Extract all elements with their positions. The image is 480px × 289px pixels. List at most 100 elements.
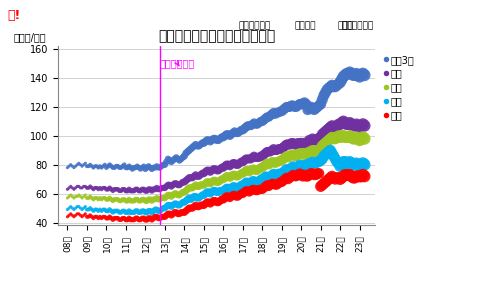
Point xyxy=(355,74,363,79)
Point xyxy=(123,210,131,215)
Point xyxy=(146,187,154,192)
Text: 円の大きさは: 円の大きさは xyxy=(238,21,270,30)
Point xyxy=(256,165,264,170)
Point xyxy=(153,214,160,219)
Point xyxy=(192,183,199,187)
Point xyxy=(310,161,317,166)
Point xyxy=(273,110,280,115)
Point xyxy=(279,178,287,183)
Point xyxy=(187,197,194,202)
Point xyxy=(143,210,151,215)
Point xyxy=(224,132,231,137)
Point xyxy=(154,216,162,221)
Point xyxy=(235,161,243,166)
Point xyxy=(91,207,99,212)
Point xyxy=(254,121,262,125)
Point xyxy=(253,155,261,160)
Text: アベノミクス: アベノミクス xyxy=(160,59,195,68)
Point xyxy=(164,203,171,208)
Point xyxy=(67,204,74,209)
Point xyxy=(146,197,154,202)
Point xyxy=(214,200,222,205)
Point xyxy=(329,84,337,89)
Point xyxy=(190,184,197,189)
Point xyxy=(276,180,283,184)
Point xyxy=(267,160,275,164)
Point xyxy=(269,147,277,151)
Point xyxy=(241,188,249,193)
Point xyxy=(112,164,120,168)
Point xyxy=(312,149,319,154)
Point xyxy=(211,136,218,141)
Point xyxy=(185,206,192,210)
Point xyxy=(73,194,81,199)
Point xyxy=(81,193,89,197)
Point xyxy=(329,136,337,141)
Point xyxy=(63,165,71,170)
Point xyxy=(140,209,147,213)
Point xyxy=(102,216,110,221)
Point xyxy=(123,188,131,193)
Point xyxy=(190,174,197,179)
Point xyxy=(122,188,130,193)
Point xyxy=(261,162,269,167)
Point xyxy=(128,217,136,222)
Point xyxy=(109,165,117,170)
Point xyxy=(200,193,207,197)
Point xyxy=(164,212,171,216)
Point xyxy=(101,196,108,200)
Point xyxy=(159,196,167,200)
Point xyxy=(234,194,241,199)
Point xyxy=(280,177,288,181)
Point xyxy=(167,194,175,199)
Point xyxy=(190,204,197,209)
Point xyxy=(130,217,138,222)
Point xyxy=(182,188,190,193)
Point xyxy=(303,164,311,168)
Point xyxy=(253,168,261,173)
Point xyxy=(327,135,335,140)
Point xyxy=(248,167,256,171)
Point xyxy=(192,173,199,177)
Point xyxy=(175,158,183,163)
Point xyxy=(357,136,364,141)
Point xyxy=(106,196,113,200)
Point xyxy=(226,134,233,138)
Point xyxy=(208,138,216,142)
Point xyxy=(219,177,227,181)
Point xyxy=(352,71,360,76)
Point xyxy=(264,175,272,180)
Point xyxy=(170,210,178,215)
Point xyxy=(208,168,216,173)
Point xyxy=(133,209,141,213)
Point xyxy=(185,148,192,153)
Point xyxy=(323,87,330,92)
Point xyxy=(340,135,348,140)
Point xyxy=(136,199,144,203)
Point xyxy=(312,161,319,166)
Point xyxy=(227,132,235,137)
Point xyxy=(274,110,282,115)
Point xyxy=(339,134,347,138)
Point xyxy=(166,183,173,187)
Point xyxy=(227,194,235,199)
Point xyxy=(284,142,291,147)
Point xyxy=(114,209,121,213)
Text: 円の大きさは: 円の大きさは xyxy=(341,21,373,30)
Point xyxy=(128,188,136,193)
Point xyxy=(175,212,183,216)
Point xyxy=(188,186,196,190)
Point xyxy=(122,199,130,203)
Point xyxy=(83,164,91,168)
Point xyxy=(266,161,274,166)
Point xyxy=(80,213,87,218)
Point xyxy=(67,184,74,189)
Point xyxy=(326,84,334,89)
Point xyxy=(232,174,240,179)
Point xyxy=(214,180,222,184)
Point xyxy=(81,161,89,166)
Point xyxy=(140,164,147,168)
Point xyxy=(159,162,167,167)
Point xyxy=(117,199,125,203)
Point xyxy=(172,210,180,215)
